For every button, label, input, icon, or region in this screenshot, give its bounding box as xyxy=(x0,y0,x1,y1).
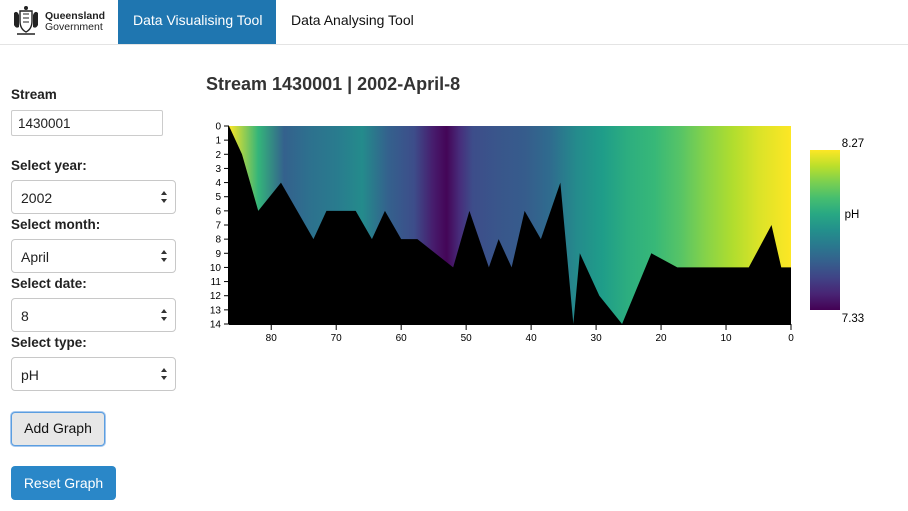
y-tick-label: 4 xyxy=(215,178,221,189)
type-select-value: pH xyxy=(21,367,39,383)
y-tick-label: 13 xyxy=(210,305,222,316)
x-tick-label: 70 xyxy=(331,333,343,344)
date-select-value: 8 xyxy=(21,308,29,324)
stream-input[interactable] xyxy=(11,110,163,136)
year-select[interactable]: 2002 xyxy=(11,180,176,214)
x-tick-label: 30 xyxy=(591,333,603,344)
x-tick-label: 80 xyxy=(266,333,278,344)
tab-data-visualising[interactable]: Data Visualising Tool xyxy=(118,0,276,44)
y-tick-label: 3 xyxy=(215,164,221,175)
y-tick-label: 11 xyxy=(211,277,222,288)
y-tick-label: 12 xyxy=(210,291,222,302)
x-tick-label: 20 xyxy=(655,333,667,344)
y-tick-label: 0 xyxy=(215,122,221,133)
y-tick-label: 5 xyxy=(215,192,221,203)
y-tick-label: 6 xyxy=(215,206,221,217)
brand-text: Queensland Government xyxy=(45,11,105,33)
add-graph-button[interactable]: Add Graph xyxy=(11,412,105,446)
year-label: Select year: xyxy=(11,158,87,173)
colorbar xyxy=(810,150,840,310)
top-navbar: Queensland Government Data Visualising T… xyxy=(0,0,908,45)
year-select-value: 2002 xyxy=(21,190,53,206)
coat-of-arms-icon xyxy=(14,6,38,35)
tab-data-analysing[interactable]: Data Analysing Tool xyxy=(291,12,414,28)
type-label: Select type: xyxy=(11,335,87,350)
x-tick-label: 0 xyxy=(788,333,794,344)
x-tick-label: 50 xyxy=(461,333,473,344)
date-select[interactable]: 8 xyxy=(11,298,176,332)
x-tick-label: 60 xyxy=(396,333,408,344)
x-tick-label: 40 xyxy=(526,333,538,344)
select-arrows-icon xyxy=(161,250,167,262)
reset-graph-button[interactable]: Reset Graph xyxy=(11,466,116,500)
month-select[interactable]: April xyxy=(11,239,176,273)
type-select[interactable]: pH xyxy=(11,357,176,391)
brand-line2: Government xyxy=(45,21,103,33)
riverbed-area xyxy=(229,126,791,324)
y-tick-label: 10 xyxy=(210,263,222,274)
brand-line1: Queensland xyxy=(45,10,106,22)
y-tick-label: 2 xyxy=(215,150,221,161)
y-tick-label: 9 xyxy=(215,249,221,260)
y-tick-label: 1 xyxy=(215,136,221,147)
y-tick-label: 8 xyxy=(215,235,221,246)
colorbar-max-label: 8.27 xyxy=(842,138,864,150)
select-arrows-icon xyxy=(161,368,167,380)
date-label: Select date: xyxy=(11,276,87,291)
y-tick-label: 7 xyxy=(215,221,221,232)
heatmap-field xyxy=(229,126,791,324)
select-arrows-icon xyxy=(161,191,167,203)
colorbar-title: pH xyxy=(845,209,860,221)
select-arrows-icon xyxy=(161,309,167,321)
month-label: Select month: xyxy=(11,217,101,232)
month-select-value: April xyxy=(21,249,50,265)
colorbar-min-label: 7.33 xyxy=(842,313,864,325)
chart-title: Stream 1430001 | 2002-April-8 xyxy=(206,74,461,94)
x-tick-label: 10 xyxy=(720,333,732,344)
qld-government-logo[interactable]: Queensland Government xyxy=(11,5,111,37)
stream-label: Stream xyxy=(11,87,57,102)
y-tick-label: 14 xyxy=(210,320,222,331)
